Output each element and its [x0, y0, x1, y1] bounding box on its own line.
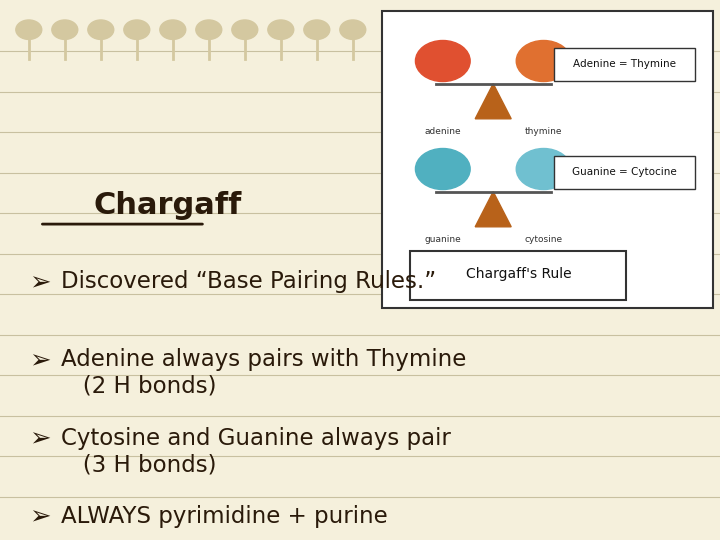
Text: Guanine = Cytocine: Guanine = Cytocine	[572, 167, 677, 177]
Text: Chargaff's Rule: Chargaff's Rule	[466, 267, 571, 281]
Circle shape	[88, 20, 114, 39]
Text: ➢: ➢	[29, 505, 50, 531]
Polygon shape	[475, 192, 511, 227]
Text: ➢: ➢	[29, 270, 50, 296]
FancyBboxPatch shape	[410, 251, 626, 300]
Text: ➢: ➢	[29, 348, 50, 374]
Circle shape	[232, 20, 258, 39]
Circle shape	[124, 20, 150, 39]
Text: adenine: adenine	[425, 127, 461, 136]
Circle shape	[160, 20, 186, 39]
Circle shape	[340, 20, 366, 39]
Circle shape	[16, 20, 42, 39]
FancyBboxPatch shape	[382, 11, 713, 308]
Text: cytosine: cytosine	[525, 235, 562, 244]
Text: Cytosine and Guanine always pair
   (3 H bonds): Cytosine and Guanine always pair (3 H bo…	[61, 427, 451, 476]
Circle shape	[415, 40, 470, 82]
Circle shape	[415, 148, 470, 190]
Polygon shape	[475, 84, 511, 119]
Circle shape	[516, 40, 571, 82]
FancyBboxPatch shape	[554, 48, 695, 81]
Text: Adenine always pairs with Thymine
   (2 H bonds): Adenine always pairs with Thymine (2 H b…	[61, 348, 467, 398]
Text: guanine: guanine	[424, 235, 462, 244]
Circle shape	[52, 20, 78, 39]
Text: Discovered “Base Pairing Rules.”: Discovered “Base Pairing Rules.”	[61, 270, 436, 293]
FancyBboxPatch shape	[554, 156, 695, 189]
Circle shape	[516, 148, 571, 190]
Circle shape	[304, 20, 330, 39]
Text: Chargaff: Chargaff	[94, 191, 242, 220]
Text: Adenine = Thymine: Adenine = Thymine	[572, 59, 676, 69]
Text: thymine: thymine	[525, 127, 562, 136]
Circle shape	[268, 20, 294, 39]
Text: ➢: ➢	[29, 427, 50, 453]
Text: ALWAYS pyrimidine + purine: ALWAYS pyrimidine + purine	[61, 505, 388, 528]
Circle shape	[196, 20, 222, 39]
